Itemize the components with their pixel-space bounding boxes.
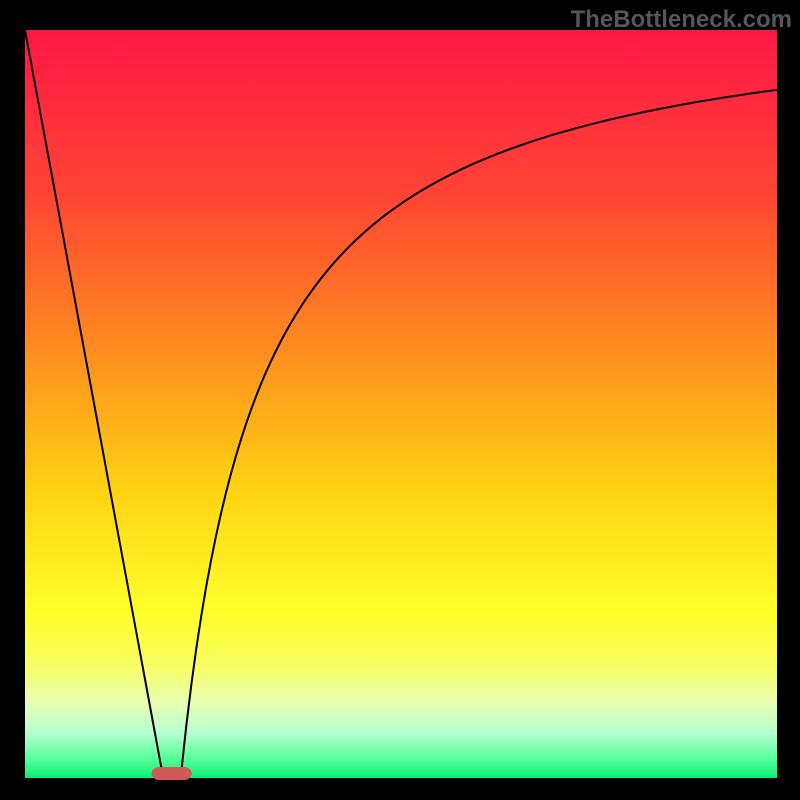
chart-wrapper: TheBottleneck.com — [0, 0, 800, 800]
watermark-text: TheBottleneck.com — [571, 6, 792, 34]
curve-right — [181, 90, 777, 771]
chart-svg — [0, 0, 800, 800]
curve-left-line — [25, 30, 162, 771]
vertex-marker — [152, 768, 191, 780]
